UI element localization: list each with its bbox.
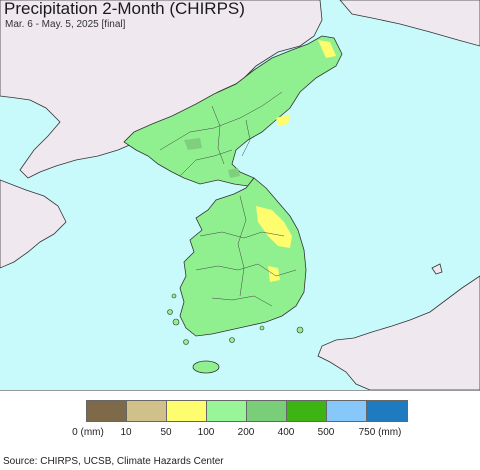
north-korea-region xyxy=(123,35,343,187)
legend-label: 500 xyxy=(317,427,335,438)
legend-swatch xyxy=(247,401,287,421)
legend-label: 750 (mm) xyxy=(358,427,402,438)
map-date-range: Mar. 6 - May. 5, 2025 [final] xyxy=(5,19,126,30)
southwest-islets xyxy=(167,293,304,345)
legend-swatch xyxy=(287,401,327,421)
legend-label: 100 xyxy=(197,427,215,438)
legend-swatch xyxy=(167,401,207,421)
russia-land xyxy=(339,0,480,47)
legend-swatch xyxy=(127,401,167,421)
legend-swatch xyxy=(207,401,247,421)
wet-patch-central xyxy=(228,168,240,178)
south-korea-region xyxy=(179,177,307,337)
legend-label: 0 (mm) xyxy=(72,427,104,438)
japan-island xyxy=(431,263,443,275)
china-land xyxy=(0,0,323,179)
dry-patch-north xyxy=(318,40,336,58)
map-canvas xyxy=(0,0,480,390)
precipitation-map: Precipitation 2-Month (CHIRPS) Mar. 6 - … xyxy=(0,0,480,391)
dry-patch-east xyxy=(256,206,292,248)
map-title: Precipitation 2-Month (CHIRPS) xyxy=(4,0,245,18)
legend-swatch xyxy=(367,401,407,421)
legend-label: 400 xyxy=(277,427,295,438)
legend-swatch xyxy=(87,401,127,421)
legend-swatch xyxy=(327,401,367,421)
legend-label: 10 xyxy=(120,427,132,438)
dry-patch-northeast-coast xyxy=(276,114,290,126)
japan-land xyxy=(317,275,480,390)
jeju-island xyxy=(192,360,220,374)
legend-label: 200 xyxy=(237,427,255,438)
province-borders xyxy=(159,91,297,307)
legend-label: 50 xyxy=(160,427,172,438)
shandong-land xyxy=(0,179,67,269)
legend-colorbar xyxy=(86,400,408,422)
source-credit: Source: CHIRPS, UCSB, Climate Hazards Ce… xyxy=(3,456,224,467)
legend-labels: 0 (mm) 10 50 100 200 400 500 750 (mm) xyxy=(0,427,480,441)
dry-patch-south xyxy=(268,266,280,282)
wet-patch-north xyxy=(184,138,202,150)
